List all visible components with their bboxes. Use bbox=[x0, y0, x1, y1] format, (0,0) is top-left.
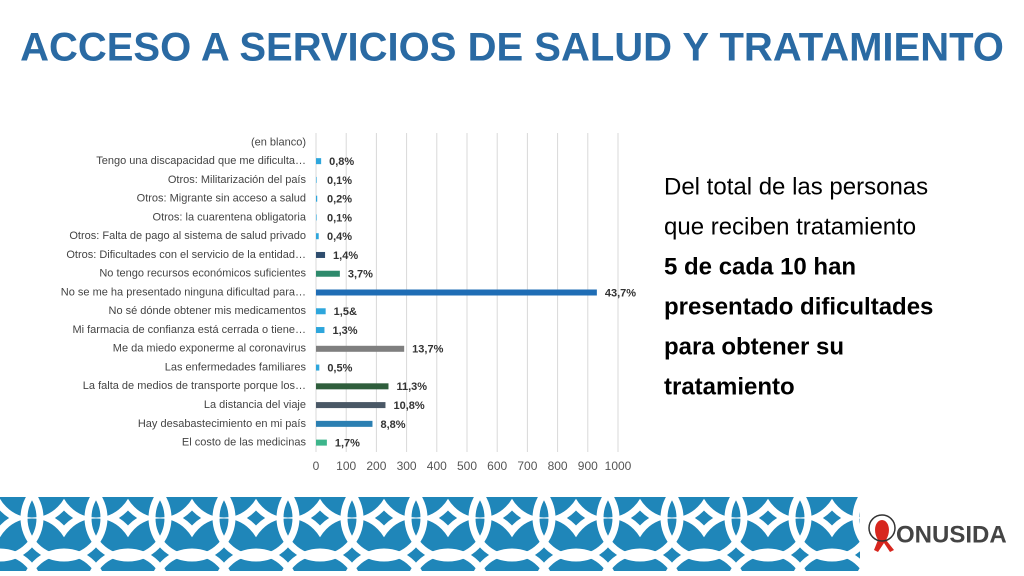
x-tick-label: 800 bbox=[548, 459, 568, 473]
category-label: Hay desabastecimiento en mi país bbox=[138, 418, 307, 430]
bar bbox=[316, 402, 386, 409]
bar bbox=[316, 270, 340, 277]
category-label: Otros: Dificultades con el servicio de l… bbox=[66, 249, 306, 261]
bar bbox=[316, 176, 317, 183]
data-label: 0,4% bbox=[327, 231, 352, 243]
category-label: Mi farmacia de confianza está cerrada o … bbox=[72, 324, 306, 336]
x-tick-label: 200 bbox=[366, 459, 386, 473]
note-text: Del total de las personas bbox=[664, 173, 928, 200]
x-tick-label: 300 bbox=[397, 459, 417, 473]
note-emphasis: 5 de cada 10 han bbox=[664, 253, 856, 280]
data-label: 1,5& bbox=[334, 306, 357, 318]
note-emphasis: presentado dificultades bbox=[664, 293, 933, 320]
slide-title: ACCESO A SERVICIOS DE SALUD Y TRATAMIENT… bbox=[20, 26, 1004, 70]
bar bbox=[316, 383, 389, 390]
data-label: 0,8% bbox=[329, 156, 354, 168]
category-label: Otros: Migrante sin acceso a salud bbox=[137, 193, 306, 205]
category-label: No tengo recursos económicos suficientes bbox=[99, 268, 306, 280]
category-label: Las enfermedades familiares bbox=[165, 361, 307, 373]
bar bbox=[316, 195, 318, 202]
x-tick-label: 1000 bbox=[605, 459, 632, 473]
note-emphasis: para obtener su bbox=[664, 333, 844, 360]
category-label: Otros: Militarización del país bbox=[168, 174, 307, 186]
note-emphasis: tratamiento bbox=[664, 373, 795, 400]
data-label: 0,5% bbox=[327, 362, 352, 374]
bar bbox=[316, 233, 319, 240]
x-tick-label: 700 bbox=[517, 459, 537, 473]
category-label: El costo de las medicinas bbox=[182, 437, 307, 449]
logo: ONUSIDA bbox=[868, 514, 1007, 552]
category-label: La distancia del viaje bbox=[204, 399, 306, 411]
data-label: 11,3% bbox=[396, 381, 427, 393]
data-label: 0,1% bbox=[327, 175, 352, 187]
x-tick-label: 500 bbox=[457, 459, 477, 473]
bar bbox=[316, 327, 325, 334]
decorative-band bbox=[0, 497, 860, 571]
bar bbox=[316, 345, 405, 352]
bar bbox=[316, 364, 320, 371]
bar bbox=[316, 214, 317, 221]
x-tick-label: 900 bbox=[578, 459, 598, 473]
data-label: 10,8% bbox=[393, 400, 424, 412]
logo-text: ONUSIDA bbox=[896, 521, 1007, 548]
data-label: 8,8% bbox=[380, 419, 405, 431]
note-text: que reciben tratamiento bbox=[664, 213, 916, 240]
bar bbox=[316, 308, 326, 315]
x-tick-label: 600 bbox=[487, 459, 507, 473]
bar bbox=[316, 158, 322, 165]
x-tick-label: 100 bbox=[336, 459, 356, 473]
bar bbox=[316, 289, 597, 296]
data-label: 13,7% bbox=[412, 344, 443, 356]
data-label: 1,7% bbox=[335, 438, 360, 450]
bar bbox=[316, 439, 327, 446]
x-tick-label: 0 bbox=[313, 459, 320, 473]
category-label: (en blanco) bbox=[251, 136, 306, 148]
data-label: 3,7% bbox=[348, 269, 373, 281]
category-label: La falta de medios de transporte porque … bbox=[83, 380, 306, 392]
category-label: Tengo una discapacidad que me dificulta… bbox=[96, 155, 306, 167]
bar bbox=[316, 420, 373, 427]
category-label: Otros: la cuarentena obligatoria bbox=[153, 211, 307, 223]
data-label: 1,3% bbox=[332, 325, 357, 337]
x-tick-label: 400 bbox=[427, 459, 447, 473]
category-label: Me da miedo exponerme al coronavirus bbox=[113, 343, 307, 355]
data-label: 43,7% bbox=[605, 287, 636, 299]
data-label: 0,1% bbox=[327, 212, 352, 224]
category-label: Otros: Falta de pago al sistema de salud… bbox=[69, 230, 306, 242]
category-label: No se me ha presentado ninguna dificulta… bbox=[61, 286, 306, 298]
data-label: 1,4% bbox=[333, 250, 358, 262]
category-label: No sé dónde obtener mis medicamentos bbox=[109, 305, 307, 317]
data-label: 0,2% bbox=[327, 194, 352, 206]
bar bbox=[316, 251, 326, 258]
